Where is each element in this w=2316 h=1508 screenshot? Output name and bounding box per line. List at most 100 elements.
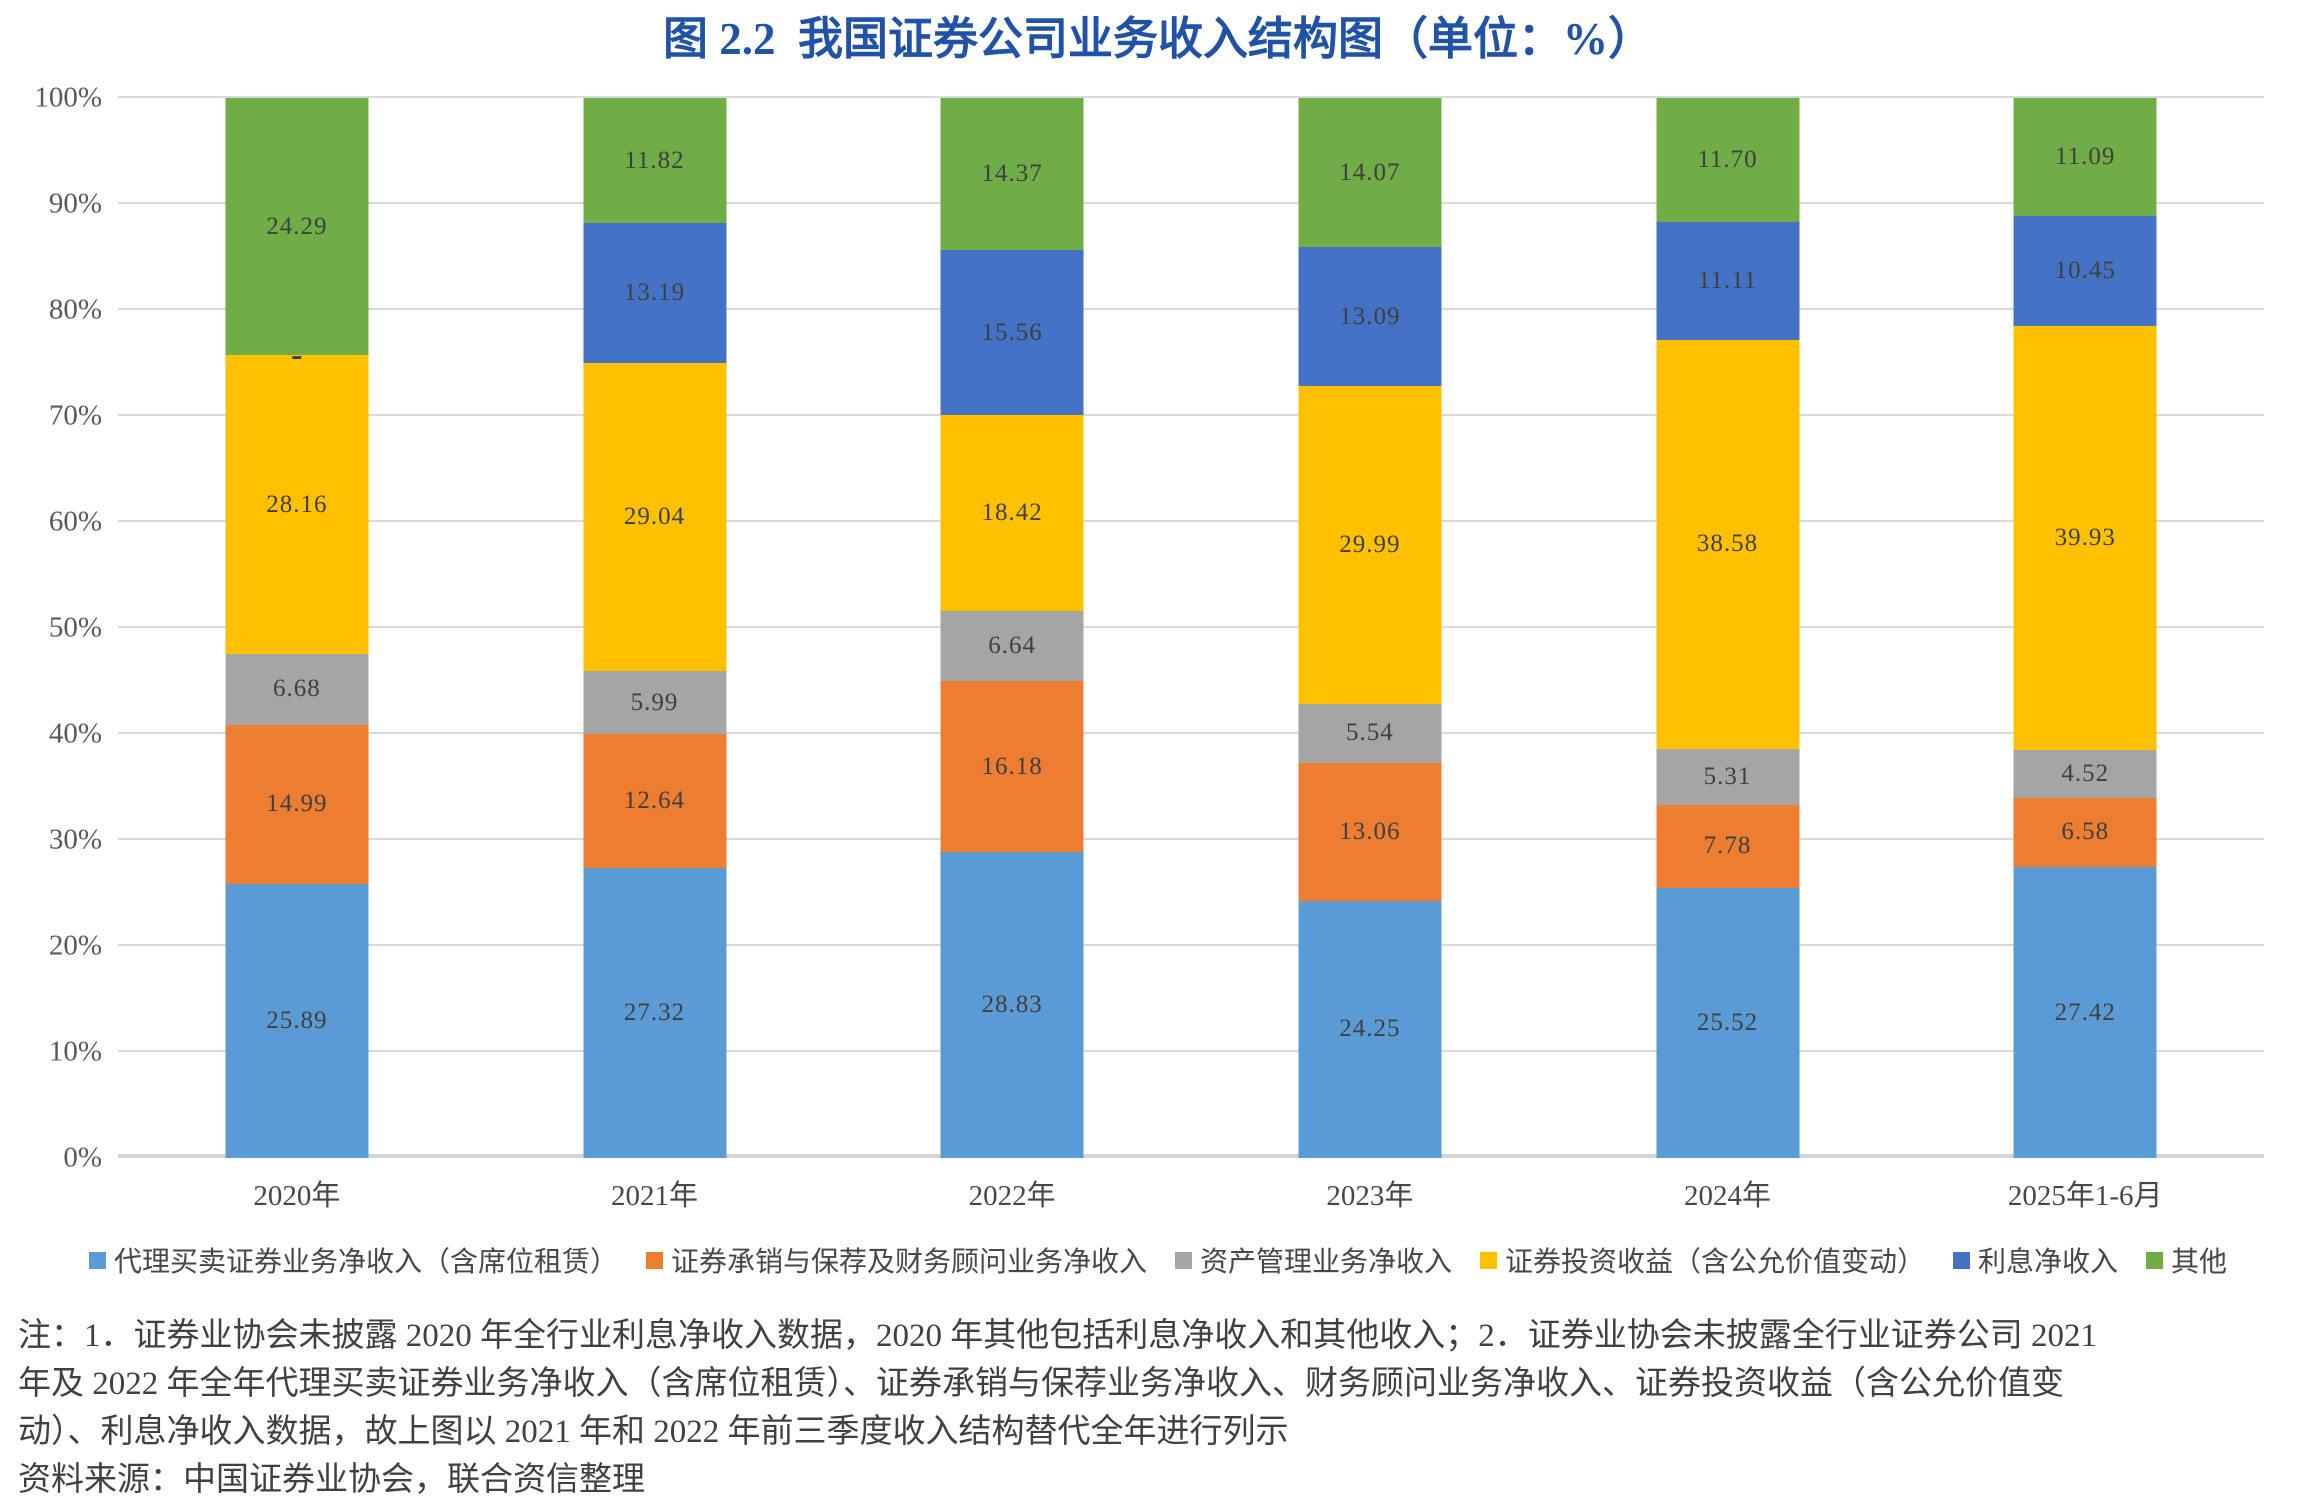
bar-segment: 14.99 (225, 724, 369, 884)
notes: 注：1．证券业协会未披露 2020 年全行业利息净收入数据，2020 年其他包括… (18, 1312, 2302, 1504)
bar-segment: 15.56 (940, 250, 1084, 416)
bar-value-label: 11.82 (624, 146, 685, 174)
bar-slot: 25.52 7.78 5.31 38.58 11.11 11.70 (1549, 98, 1907, 1158)
bar-segment: 11.09 (2013, 98, 2157, 216)
gridline (118, 1050, 2264, 1052)
bar-value-label: 25.89 (266, 1006, 328, 1034)
bar-segment: 5.31 (1656, 748, 1800, 806)
legend-item: 代理买卖证券业务净收入（含席位租赁） (88, 1240, 618, 1280)
bar-segment: 16.18 (940, 680, 1084, 853)
gridline (118, 732, 2264, 734)
legend-item: 证券投资收益（含公允价值变动） (1480, 1240, 1925, 1280)
gridline (118, 308, 2264, 310)
bar-segment: 28.83 (940, 852, 1084, 1158)
bar-value-label: 28.83 (981, 991, 1043, 1019)
y-tick-label: 10% (48, 1035, 102, 1068)
bar-value-label: 16.18 (981, 752, 1043, 780)
legend-swatch (88, 1251, 106, 1269)
legend-item: 证券承销与保荐及财务顾问业务净收入 (645, 1240, 1147, 1280)
legend-label: 其他 (2171, 1247, 2228, 1278)
bar-group: 24.25 13.06 5.54 29.99 13.09 14.07 (1298, 98, 1442, 1158)
y-tick-label: 40% (48, 717, 102, 750)
bar-segment: 13.06 (1298, 762, 1442, 901)
bar-slot: 24.25 13.06 5.54 29.99 13.09 14.07 (1191, 98, 1549, 1158)
bar-slot: 25.89 14.99 6.68 28.16 - 24.29 (118, 97, 476, 1158)
x-tick-label: 2021年 (611, 1180, 699, 1212)
gridline (118, 944, 2264, 946)
bar-value-label: 5.54 (1345, 719, 1394, 747)
x-tick-label: 2024年 (1684, 1180, 1772, 1212)
y-tick-label: 70% (48, 399, 102, 432)
bar-value-label: 38.58 (1696, 530, 1759, 558)
bar-value-label: 11.70 (1697, 146, 1758, 174)
gridline (118, 96, 2264, 98)
bar-segment: 24.29 (225, 97, 369, 356)
legend: 代理买卖证券业务净收入（含席位租赁） 证券承销与保荐及财务顾问业务净收入 资产管理业… (0, 1240, 2316, 1280)
legend-label: 证券投资收益（含公允价值变动） (1505, 1247, 1926, 1278)
bar-segment: 18.42 (940, 415, 1084, 611)
bar-value-label: 12.64 (623, 787, 686, 815)
bars-container: 25.89 14.99 6.68 28.16 - 24.29 27.32 12.64 5.99 2… (118, 97, 2264, 1158)
bar-segment: 6.58 (2013, 797, 2157, 868)
bar-slot: 27.42 6.58 4.52 39.93 10.45 11.09 (1906, 98, 2264, 1158)
plot-area: 25.89 14.99 6.68 28.16 - 24.29 27.32 12.64 5.99 2… (118, 96, 2264, 1158)
legend-item: 利息净收入 (1953, 1240, 2118, 1280)
bar-segment: 5.99 (583, 670, 726, 735)
bar-slot: 28.83 16.18 6.64 18.42 15.56 14.37 (833, 98, 1191, 1158)
bar-segment: 11.11 (1656, 222, 1800, 340)
x-tick-label: 2023年 (1326, 1180, 1414, 1212)
bar-group: 28.83 16.18 6.64 18.42 15.56 14.37 (940, 98, 1084, 1158)
bar-segment: 25.89 (225, 883, 369, 1158)
legend-swatch (2146, 1251, 2164, 1269)
legend-swatch (1480, 1251, 1497, 1269)
y-tick-label: 90% (48, 187, 102, 220)
gridline (118, 202, 2264, 204)
bar-segment: 11.70 (1656, 98, 1800, 223)
bar-segment: 13.09 (1298, 247, 1442, 386)
bar-segment: 29.99 (1298, 385, 1442, 704)
note-line: 年及 2022 年全年代理买卖证券业务净收入（含席位租赁）、证券承销与保荐业务净… (18, 1366, 2064, 1402)
y-tick-label: 0% (63, 1141, 102, 1174)
y-tick-label: 80% (48, 293, 102, 326)
bar-value-label: 6.68 (272, 675, 321, 703)
note-line: 动）、利息净收入数据，故上图以 2021 年和 2022 年前三季度收入结构替代… (18, 1414, 1289, 1450)
bar-segment: 6.64 (940, 610, 1084, 681)
bar-segment: 7.78 (1656, 805, 1800, 888)
bar-value-label: 5.31 (1703, 762, 1752, 790)
bar-segment: 28.16 (225, 355, 369, 654)
bar-value-label: 11.09 (2055, 142, 2116, 170)
note-line: 注：1．证券业协会未披露 2020 年全行业利息净收入数据，2020 年其他包括… (18, 1318, 2097, 1354)
bar-value-label: 13.06 (1339, 817, 1401, 845)
bar-value-label: 24.29 (266, 212, 328, 240)
null-value-label: - (291, 336, 303, 374)
bar-segment: 14.07 (1298, 98, 1442, 248)
y-tick-label: 30% (48, 823, 102, 856)
y-tick-label: 50% (48, 611, 102, 644)
legend-label: 资产管理业务净收入 (1199, 1247, 1452, 1278)
bar-value-label: 7.78 (1703, 832, 1752, 860)
bar-segment: 12.64 (583, 734, 726, 869)
bar-group: 25.89 14.99 6.68 28.16 - 24.29 (225, 97, 369, 1158)
bar-segment: 27.32 (583, 868, 726, 1158)
legend-label: 利息净收入 (1978, 1247, 2119, 1278)
legend-label: 证券承销与保荐及财务顾问业务净收入 (670, 1247, 1147, 1278)
bar-value-label: 10.45 (2054, 257, 2116, 285)
bar-value-label: 24.25 (1339, 1015, 1401, 1043)
bar-segment: 4.52 (2013, 749, 2157, 798)
gridline (118, 838, 2264, 840)
bar-group: 27.32 12.64 5.99 29.04 13.19 11.82 (583, 98, 726, 1158)
bar-value-label: 4.52 (2061, 759, 2110, 787)
x-axis: 2020年 2021年 2022年 2023年 2024年 2025年1-6月 (118, 1172, 2264, 1214)
bar-group: 25.52 7.78 5.31 38.58 11.11 11.70 (1656, 98, 1800, 1158)
bar-group: 27.42 6.58 4.52 39.93 10.45 11.09 (2013, 98, 2157, 1158)
x-axis-line (118, 1154, 2264, 1158)
bar-segment: 27.42 (2013, 867, 2157, 1158)
bar-segment: 13.19 (583, 223, 726, 364)
x-tick-label: 2022年 (968, 1180, 1056, 1212)
gridline (118, 626, 2264, 628)
legend-label: 代理买卖证券业务净收入（含席位租赁） (113, 1247, 618, 1278)
x-tick-label: 2020年 (253, 1180, 341, 1212)
legend-swatch (645, 1251, 663, 1269)
bar-value-label: 28.16 (266, 490, 328, 518)
bar-value-label: 5.99 (630, 688, 679, 716)
